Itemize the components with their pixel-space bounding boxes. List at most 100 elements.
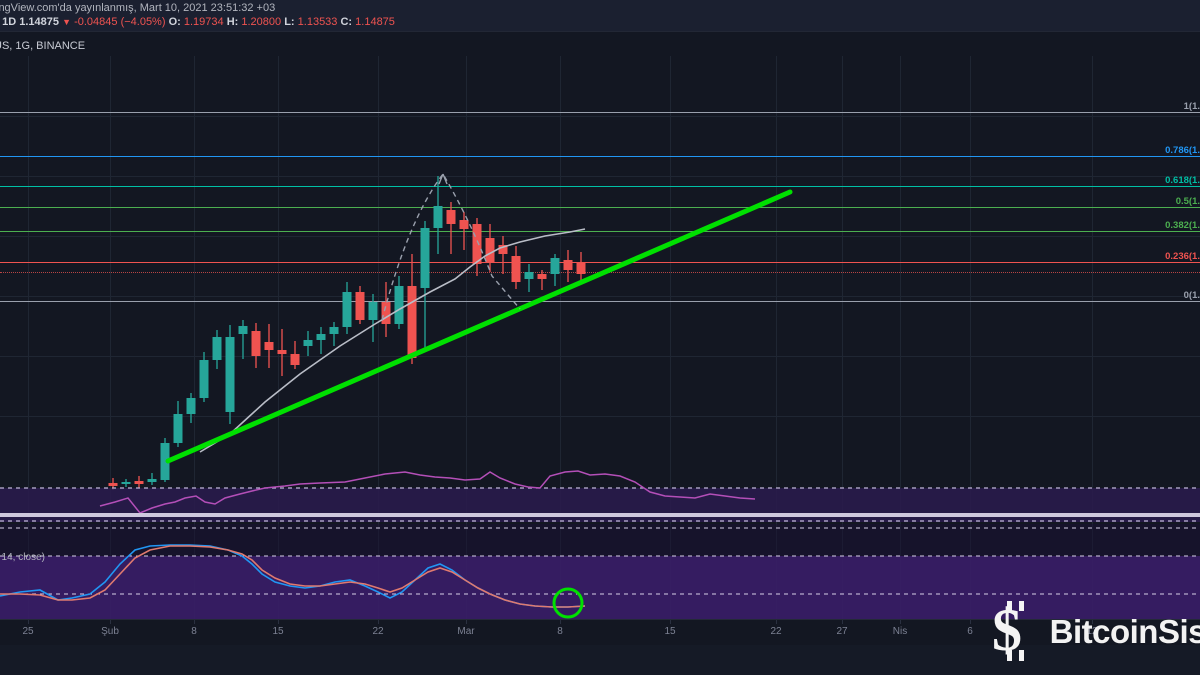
candle-body	[381, 302, 391, 324]
close-label: C:	[340, 16, 353, 28]
fib-level-line[interactable]	[0, 301, 1200, 302]
fib-level-line[interactable]	[0, 156, 1200, 157]
fib-level-label: 0.618(1.	[1165, 175, 1200, 186]
time-axis-label: 6	[967, 626, 973, 637]
candle-body	[446, 210, 456, 224]
time-axis[interactable]: 25 Şub 8 15 22 Mar 8 15 22 27 Nis 6 12	[0, 619, 1200, 645]
axis-tick	[278, 620, 279, 624]
time-axis-label: 8	[191, 626, 197, 637]
grid-line-vertical	[560, 56, 561, 619]
fib-level-line[interactable]	[0, 186, 1200, 187]
high-value: 1.20800	[241, 16, 282, 28]
grid-line-vertical	[466, 56, 467, 619]
grid-line-horizontal	[0, 356, 1200, 357]
grid-line-vertical	[28, 56, 29, 619]
grid-line-horizontal	[0, 296, 1200, 297]
rsi-pane[interactable]	[0, 458, 1200, 522]
candle-body	[368, 302, 378, 320]
candle-body	[121, 482, 131, 484]
candle-body	[277, 350, 287, 354]
time-axis-label: 25	[22, 626, 34, 637]
time-axis-label: 15	[272, 626, 284, 637]
chart-header: ingView.com'da yayınlanmış, Mart 10, 202…	[0, 0, 1200, 32]
axis-tick	[194, 620, 195, 624]
candle-body	[108, 483, 118, 486]
time-axis-label: Mar	[457, 626, 475, 637]
grid-line-vertical	[194, 56, 195, 619]
candle-body	[576, 262, 586, 274]
price-pane[interactable]: 1(1. 0.786(1. 0.618(1. 0.5(1. 0.382(1. 0.236(…	[0, 56, 1200, 490]
ohlc-summary: , 1D 1.14875 ▼ -0.04845 (−4.05%) O: 1.19…	[0, 16, 395, 28]
time-axis-label: Şub	[101, 626, 119, 637]
chart-canvas[interactable]: 1(1. 0.786(1. 0.618(1. 0.5(1. 0.382(1. 0.236(…	[0, 56, 1200, 619]
fib-level-line[interactable]	[0, 112, 1200, 113]
axis-tick	[378, 620, 379, 624]
fib-level-label: 0.5(1.	[1175, 196, 1200, 207]
stochastic-pane[interactable]: , 14, close)	[0, 524, 1200, 619]
candle-body	[316, 334, 326, 340]
last-price: 1.14875	[19, 16, 60, 28]
low-label: L:	[284, 16, 295, 28]
rsi-line	[99, 470, 756, 514]
time-axis-label: 12	[1086, 626, 1098, 637]
time-axis-label: 22	[770, 626, 782, 637]
fib-level-line[interactable]	[0, 231, 1200, 232]
high-label: H:	[226, 16, 239, 28]
fib-level-label: 1(1.	[1183, 101, 1200, 112]
axis-tick	[466, 620, 467, 624]
bitcoin-icon: $	[992, 600, 1024, 662]
grid-line-vertical	[278, 56, 279, 619]
interval-label: , 1D	[0, 16, 17, 28]
candle-body	[251, 331, 261, 356]
change-pct: (−4.05%)	[120, 16, 166, 28]
time-axis-label: 15	[664, 626, 676, 637]
fib-level-line[interactable]	[0, 262, 1200, 263]
down-arrow-icon: ▼	[62, 17, 71, 27]
candle-body	[186, 398, 196, 414]
candle-body	[212, 337, 222, 360]
bottom-filler	[0, 645, 1200, 675]
candle-body	[433, 206, 443, 228]
candle-body	[173, 414, 183, 443]
grid-line-horizontal	[0, 116, 1200, 117]
candle-body	[134, 481, 144, 484]
axis-tick	[900, 620, 901, 624]
rsi-separator	[0, 513, 1200, 517]
watermark: $ BitcoinSis	[990, 600, 1200, 662]
candle-body	[355, 292, 365, 320]
axis-tick	[842, 620, 843, 624]
grid-line-horizontal	[0, 236, 1200, 237]
candle-body	[199, 360, 209, 398]
candle-body	[160, 443, 170, 480]
moving-average-line	[199, 228, 586, 453]
crossover-highlight-circle[interactable]	[552, 587, 584, 619]
stoch-band	[0, 556, 1200, 619]
stochastic-label: , 14, close)	[0, 552, 45, 563]
fib-level-label: 0(1.	[1183, 290, 1200, 301]
close-value: 1.14875	[355, 16, 395, 28]
grid-line-vertical	[970, 56, 971, 619]
candle-body	[459, 220, 469, 229]
axis-tick	[776, 620, 777, 624]
open-label: O:	[168, 16, 181, 28]
axis-tick	[110, 620, 111, 624]
time-axis-label: 8	[557, 626, 563, 637]
grid-line-vertical	[378, 56, 379, 619]
candle-body	[225, 337, 235, 412]
candle-body	[563, 260, 573, 270]
time-axis-label: 27	[836, 626, 848, 637]
rsi-svg	[0, 470, 1200, 522]
fib-level-line[interactable]	[0, 207, 1200, 208]
axis-tick	[1092, 620, 1093, 624]
axis-tick	[970, 620, 971, 624]
trend-line[interactable]	[165, 189, 793, 464]
fib-level-label: 0.236(1.	[1165, 251, 1200, 262]
axis-tick	[28, 620, 29, 624]
stochastic-d-line	[0, 545, 586, 608]
candle-body	[537, 274, 547, 279]
time-axis-label: 22	[372, 626, 384, 637]
candle-body	[147, 479, 157, 482]
axis-tick	[670, 620, 671, 624]
candle-body	[511, 256, 521, 282]
